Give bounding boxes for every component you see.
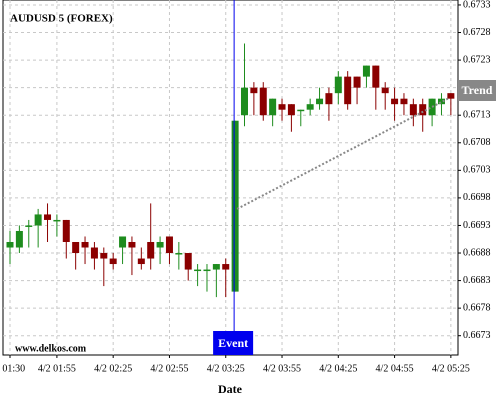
x-tick-label: 2 01:30 <box>0 363 25 374</box>
candle-body <box>109 258 117 265</box>
candle-body <box>222 264 230 270</box>
candle-body <box>344 76 352 105</box>
candle-body <box>409 104 417 116</box>
candle-body <box>259 87 267 116</box>
candle-body <box>231 120 239 292</box>
candle-body <box>81 241 89 248</box>
trend-box <box>458 80 496 101</box>
x-tick-label: 4/2 04:55 <box>376 363 414 374</box>
x-tick-label: 4/2 02:25 <box>94 363 132 374</box>
candle-body <box>44 214 52 220</box>
candle-body <box>419 104 427 116</box>
candle-body <box>6 241 14 248</box>
candle-body <box>62 219 70 242</box>
candle-body <box>334 76 342 94</box>
y-tick-label: 0.6733 <box>463 0 491 10</box>
candle-body <box>381 87 389 94</box>
candle-body <box>184 253 192 270</box>
candle-body <box>137 258 145 265</box>
y-tick-label: 0.6713 <box>463 110 491 121</box>
x-tick-label: 4/2 03:55 <box>263 363 301 374</box>
watermark: www.delkos.com <box>15 343 87 354</box>
candle-body <box>362 65 370 77</box>
candle-body <box>437 98 445 105</box>
candle-body <box>400 98 408 105</box>
candle-body <box>15 230 23 248</box>
y-tick-label: 0.6723 <box>463 54 491 65</box>
candle-body <box>165 236 173 254</box>
candle-body <box>53 219 61 222</box>
x-tick-label: 4/2 05:25 <box>432 363 470 374</box>
candle-body <box>391 98 399 105</box>
candle-body <box>269 98 277 116</box>
candle-body <box>128 241 136 248</box>
candle-body <box>306 104 314 110</box>
candle-body <box>316 98 324 105</box>
candle-body <box>287 104 295 116</box>
candle-body <box>147 241 155 259</box>
candle-body <box>297 109 305 112</box>
x-tick-label: 4/2 02:55 <box>150 363 188 374</box>
candle-body <box>90 247 98 259</box>
y-tick-label: 0.6728 <box>463 27 491 38</box>
candle-body <box>175 253 183 255</box>
candle-body <box>372 65 380 88</box>
candle-body <box>25 225 33 227</box>
trend-label: Trend <box>462 83 493 97</box>
y-tick-label: 0.6698 <box>463 192 491 203</box>
candle-body <box>325 93 333 105</box>
y-tick-label: 0.6673 <box>463 330 491 341</box>
candle-body <box>250 87 258 94</box>
chart-title: AUDUSD 5 (FOREX) <box>10 13 113 25</box>
candle-body <box>447 93 455 99</box>
y-tick-label: 0.6688 <box>463 247 491 258</box>
event-box <box>213 331 254 355</box>
candle-body <box>119 236 127 248</box>
candle-body <box>72 241 80 254</box>
y-tick-label: 0.6703 <box>463 165 491 176</box>
candle-body <box>203 269 211 272</box>
x-tick-label: 4/2 04:25 <box>319 363 357 374</box>
candle-body <box>34 214 42 226</box>
x-tick-label: 4/2 03:25 <box>207 363 245 374</box>
candle-body <box>241 87 248 116</box>
candle-body <box>353 76 361 88</box>
candle-body <box>278 104 286 110</box>
candle-body <box>212 264 220 270</box>
y-tick-label: 0.6693 <box>463 220 491 231</box>
plot-frame <box>2 0 459 356</box>
candle-body <box>100 253 108 259</box>
x-tick-label: 4/2 01:55 <box>38 363 76 374</box>
y-tick-label: 0.6683 <box>463 275 491 286</box>
y-tick-label: 0.6678 <box>463 302 491 313</box>
event-label: Event <box>218 336 248 350</box>
candle-body <box>156 241 164 248</box>
y-tick-label: 0.6708 <box>463 137 491 148</box>
x-axis-label: Date <box>218 382 243 396</box>
candle-body <box>194 269 202 272</box>
